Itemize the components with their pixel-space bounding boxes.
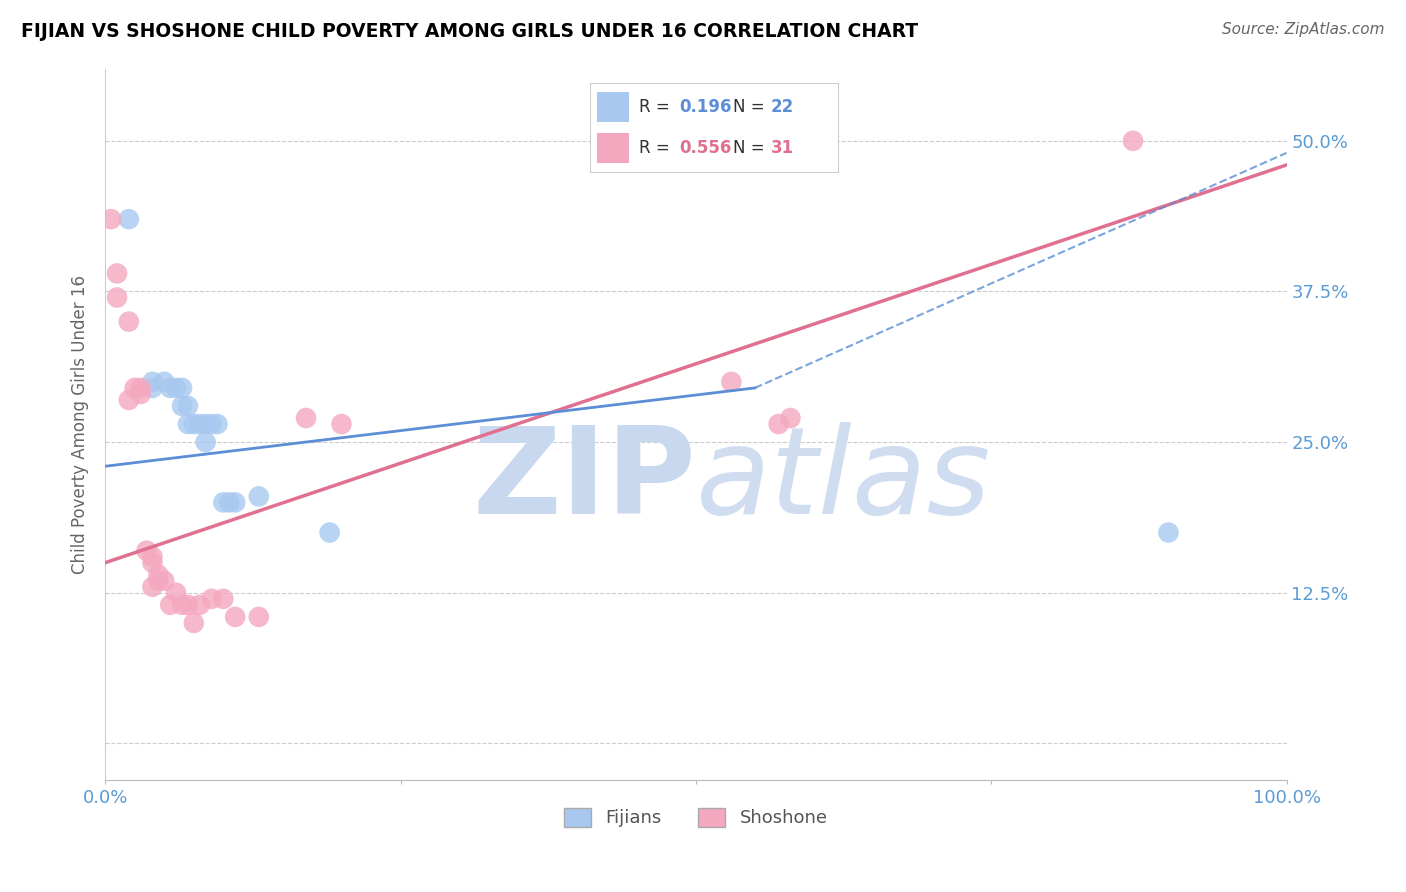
- Point: [212, 495, 235, 509]
- Point: [720, 375, 742, 389]
- Point: [105, 267, 128, 281]
- Point: [224, 495, 246, 509]
- Point: [295, 411, 318, 425]
- Legend: Fijians, Shoshone: Fijians, Shoshone: [557, 801, 835, 835]
- Point: [129, 381, 152, 395]
- Point: [141, 556, 163, 570]
- Point: [129, 387, 152, 401]
- Text: atlas: atlas: [696, 423, 991, 540]
- Point: [135, 543, 157, 558]
- Point: [194, 417, 217, 431]
- Point: [177, 598, 200, 612]
- Point: [207, 417, 229, 431]
- Point: [170, 598, 193, 612]
- Point: [177, 399, 200, 413]
- Point: [1157, 525, 1180, 540]
- Point: [165, 381, 187, 395]
- Point: [188, 598, 211, 612]
- Point: [188, 417, 211, 431]
- Point: [159, 381, 181, 395]
- Point: [768, 417, 790, 431]
- Point: [148, 567, 170, 582]
- Point: [212, 591, 235, 606]
- Point: [105, 291, 128, 305]
- Point: [118, 392, 141, 407]
- Point: [224, 610, 246, 624]
- Point: [141, 580, 163, 594]
- Point: [318, 525, 340, 540]
- Text: FIJIAN VS SHOSHONE CHILD POVERTY AMONG GIRLS UNDER 16 CORRELATION CHART: FIJIAN VS SHOSHONE CHILD POVERTY AMONG G…: [21, 22, 918, 41]
- Point: [1122, 134, 1144, 148]
- Point: [153, 375, 176, 389]
- Point: [247, 489, 270, 503]
- Y-axis label: Child Poverty Among Girls Under 16: Child Poverty Among Girls Under 16: [72, 275, 89, 574]
- Point: [183, 615, 205, 630]
- Point: [200, 591, 222, 606]
- Point: [118, 212, 141, 227]
- Point: [194, 435, 217, 450]
- Point: [141, 549, 163, 564]
- Point: [218, 495, 240, 509]
- Point: [141, 375, 163, 389]
- Point: [779, 411, 801, 425]
- Point: [153, 574, 176, 588]
- Point: [100, 212, 122, 227]
- Point: [170, 381, 193, 395]
- Text: Source: ZipAtlas.com: Source: ZipAtlas.com: [1222, 22, 1385, 37]
- Point: [148, 574, 170, 588]
- Point: [183, 417, 205, 431]
- Point: [159, 598, 181, 612]
- Point: [200, 417, 222, 431]
- Text: ZIP: ZIP: [472, 423, 696, 540]
- Point: [247, 610, 270, 624]
- Point: [124, 381, 146, 395]
- Point: [177, 417, 200, 431]
- Point: [141, 381, 163, 395]
- Point: [330, 417, 353, 431]
- Point: [170, 399, 193, 413]
- Point: [165, 586, 187, 600]
- Point: [118, 315, 141, 329]
